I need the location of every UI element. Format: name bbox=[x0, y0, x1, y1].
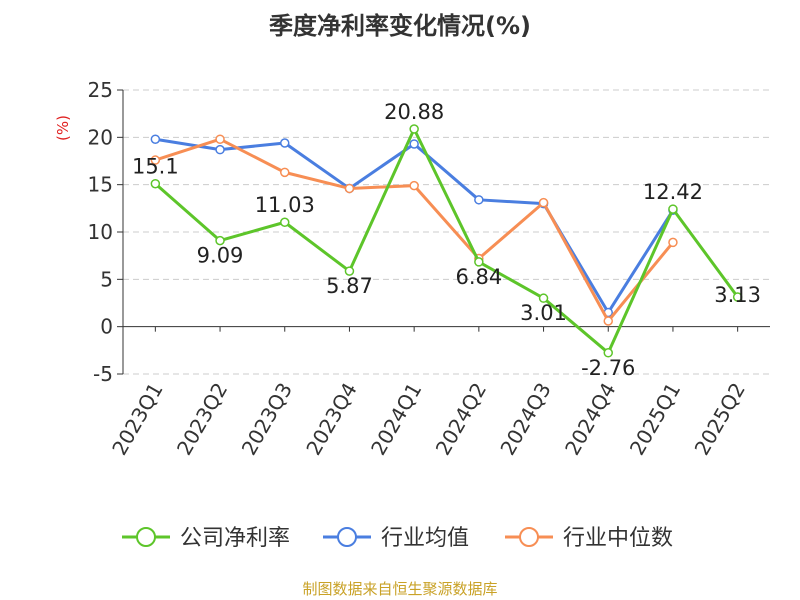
legend-label: 行业中位数 bbox=[563, 526, 673, 551]
data-label: 3.01 bbox=[520, 301, 567, 325]
series-line bbox=[155, 137, 675, 314]
data-point bbox=[603, 316, 613, 326]
data-point bbox=[344, 183, 355, 194]
data-point bbox=[409, 139, 419, 149]
chart-title: 季度净利率变化情况(%) bbox=[269, 12, 531, 40]
data-point bbox=[280, 167, 290, 178]
y-tick-label: -5 bbox=[93, 362, 113, 386]
data-point bbox=[150, 178, 161, 189]
data-point bbox=[538, 293, 549, 303]
data-point bbox=[538, 197, 549, 208]
x-tick-label: 2024Q4 bbox=[560, 379, 620, 460]
legend-swatch-marker bbox=[519, 527, 539, 547]
legend-swatch-marker bbox=[337, 527, 357, 547]
x-tick-label: 2024Q1 bbox=[366, 379, 426, 460]
x-tick-label: 2023Q1 bbox=[107, 379, 167, 460]
legend-swatch-marker bbox=[136, 527, 156, 547]
data-label: 5.87 bbox=[326, 274, 373, 298]
y-tick-label: 5 bbox=[100, 267, 113, 291]
x-tick-label: 2024Q3 bbox=[495, 379, 555, 460]
data-point bbox=[409, 180, 419, 191]
data-point bbox=[150, 134, 161, 144]
x-tick-label: 2024Q2 bbox=[431, 378, 491, 459]
source-note: 制图数据来自恒生聚源数据库 bbox=[302, 580, 498, 598]
data-point bbox=[215, 134, 225, 144]
data-point bbox=[150, 155, 161, 165]
data-point bbox=[732, 292, 743, 302]
axes bbox=[117, 89, 770, 375]
legend[interactable]: 公司净利率 行业均值 行业中位数 bbox=[122, 526, 673, 551]
x-tick-label: 2025Q1 bbox=[625, 379, 685, 460]
y-axis-label: (%) bbox=[54, 115, 72, 141]
grid-lines bbox=[123, 89, 770, 375]
x-tick-label: 2023Q3 bbox=[237, 379, 297, 460]
legend-label: 行业均值 bbox=[381, 526, 469, 551]
data-point bbox=[668, 237, 678, 248]
series-line bbox=[154, 137, 675, 323]
data-labels: 15.1 9.09 11.03 5.87 20.88 6.84 3.01 -2.76 12.42… bbox=[132, 100, 761, 380]
data-point bbox=[280, 138, 290, 148]
data-label: 12.42 bbox=[643, 180, 703, 204]
data-label: 9.09 bbox=[197, 244, 244, 268]
data-label: 11.03 bbox=[255, 193, 315, 217]
y-tick-label: 10 bbox=[88, 220, 113, 244]
y-tick-label: 0 bbox=[100, 315, 113, 339]
series-line bbox=[154, 127, 739, 355]
y-tick-label: 25 bbox=[88, 78, 113, 102]
data-label: 20.88 bbox=[384, 100, 444, 124]
legend-item[interactable]: 公司净利率 bbox=[122, 526, 290, 551]
data-point bbox=[668, 204, 678, 214]
data-label: 6.84 bbox=[455, 265, 502, 289]
y-tick-label: 15 bbox=[88, 173, 113, 197]
data-point bbox=[409, 124, 419, 134]
y-tick-label: 20 bbox=[88, 125, 113, 149]
data-point bbox=[215, 144, 225, 155]
data-label: -2.76 bbox=[581, 356, 635, 380]
data-point bbox=[474, 195, 484, 205]
data-label: 3.13 bbox=[714, 283, 761, 307]
x-tick-label: 2023Q4 bbox=[301, 379, 361, 460]
x-tick-label: 2025Q2 bbox=[690, 379, 750, 460]
data-point bbox=[280, 217, 290, 227]
data-point bbox=[215, 235, 225, 246]
data-point bbox=[344, 266, 355, 276]
data-point bbox=[603, 348, 613, 358]
series-layer bbox=[150, 124, 743, 358]
legend-label: 公司净利率 bbox=[180, 526, 290, 551]
data-label: 15.1 bbox=[132, 155, 179, 179]
legend-item[interactable]: 行业均值 bbox=[323, 526, 469, 551]
x-tick-label: 2023Q2 bbox=[172, 379, 232, 460]
data-point bbox=[474, 257, 484, 267]
legend-item[interactable]: 行业中位数 bbox=[505, 526, 673, 551]
